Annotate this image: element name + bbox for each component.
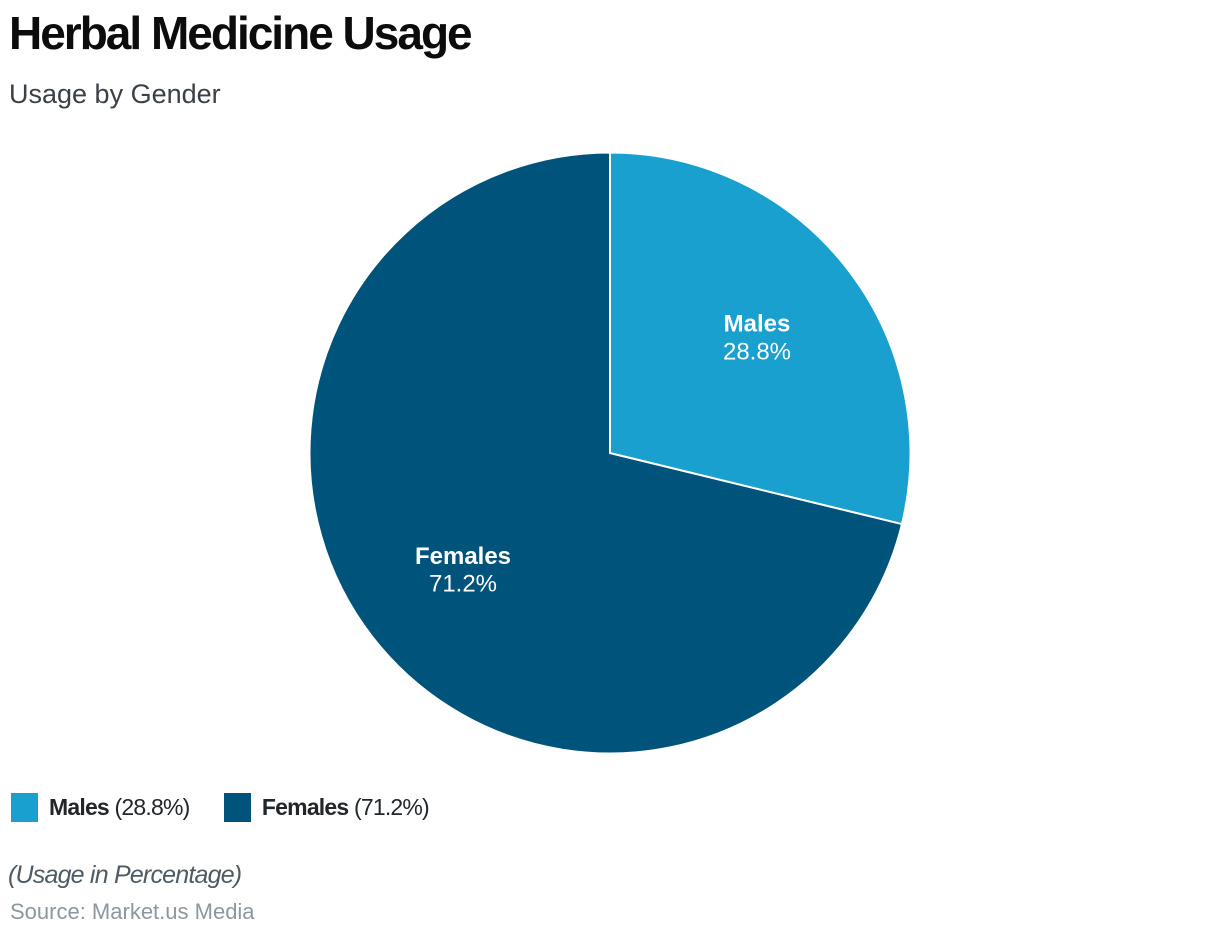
svg-text:Females: Females — [415, 543, 511, 570]
svg-text:Males: Males — [724, 311, 791, 338]
svg-text:71.2%: 71.2% — [429, 571, 497, 598]
svg-text:28.8%: 28.8% — [723, 339, 791, 366]
